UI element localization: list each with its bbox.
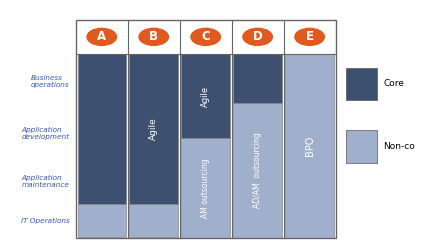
Text: IT Operations: IT Operations [20,218,69,224]
Bar [285,54,334,238]
Circle shape [243,28,272,45]
Circle shape [87,28,116,45]
Text: A: A [97,30,107,43]
Text: Business
operations: Business operations [31,75,69,88]
Text: AM outsourcing: AM outsourcing [201,158,210,218]
Bar [76,20,336,238]
Bar [129,204,178,238]
Circle shape [295,28,324,45]
Circle shape [191,28,220,45]
Text: C: C [201,30,210,43]
Bar [233,103,282,237]
Bar [346,130,377,162]
Text: Application
development: Application development [21,127,69,140]
Bar [346,68,377,100]
Bar [78,54,126,204]
Text: BPO: BPO [304,136,315,156]
Bar [233,54,282,103]
Text: AD/AM  outsourcing: AD/AM outsourcing [253,132,262,208]
Bar [78,204,126,238]
Bar [181,138,230,237]
Text: D: D [253,30,262,43]
Text: Application
maintenance: Application maintenance [21,175,69,188]
Text: Core: Core [383,79,404,88]
Text: Agile: Agile [149,118,158,141]
Text: B: B [149,30,158,43]
Circle shape [139,28,168,45]
Text: Non-co: Non-co [383,142,415,151]
Bar [181,54,230,138]
Bar [129,54,178,204]
Text: E: E [306,30,313,43]
Text: Agile: Agile [201,86,210,106]
